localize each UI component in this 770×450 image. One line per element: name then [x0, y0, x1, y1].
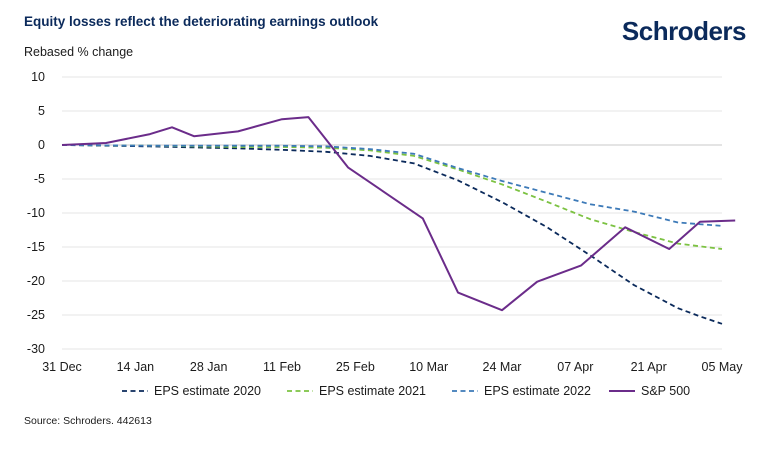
- legend: EPS estimate 2020 EPS estimate 2021 EPS es…: [122, 384, 690, 398]
- y-tick-label: 5: [38, 104, 45, 118]
- y-tick-label: -30: [27, 342, 45, 356]
- y-tick-label: -15: [27, 240, 45, 254]
- x-tick-label: 05 May: [702, 360, 744, 374]
- brand-logo: Schroders: [621, 16, 747, 46]
- series-line: [61, 116, 736, 312]
- legend-label: EPS estimate 2020: [154, 384, 261, 398]
- series-line: [61, 144, 723, 250]
- y-tick-label: -10: [27, 206, 45, 220]
- y-tick-label: 0: [38, 138, 45, 152]
- legend-label: EPS estimate 2022: [484, 384, 591, 398]
- x-tick-label: 10 Mar: [409, 360, 448, 374]
- legend-label: EPS estimate 2021: [319, 384, 426, 398]
- y-axis-label: Rebased % change: [24, 45, 134, 59]
- y-tick-label: 10: [31, 70, 45, 84]
- x-tick-label: 24 Mar: [483, 360, 522, 374]
- y-tick-labels: 10 5 0 -5 -10 -15 -20 -25 -30: [27, 70, 45, 356]
- chart-title: Equity losses reflect the deteriorating …: [24, 14, 379, 29]
- series-line: [61, 144, 723, 227]
- x-tick-label: 28 Jan: [190, 360, 228, 374]
- source-note: Source: Schroders. 442613: [24, 415, 152, 427]
- series-lines: [61, 116, 736, 325]
- x-tick-label: 25 Feb: [336, 360, 375, 374]
- x-tick-label: 07 Apr: [557, 360, 593, 374]
- x-tick-label: 31 Dec: [42, 360, 82, 374]
- y-tick-label: -20: [27, 274, 45, 288]
- y-tick-label: -5: [34, 172, 45, 186]
- grid-lines: [62, 76, 722, 350]
- x-tick-labels: 31 Dec 14 Jan 28 Jan 11 Feb 25 Feb 10 Mar 24 M…: [42, 360, 743, 374]
- x-tick-label: 21 Apr: [631, 360, 667, 374]
- x-tick-label: 14 Jan: [117, 360, 155, 374]
- y-tick-label: -25: [27, 308, 45, 322]
- x-tick-label: 11 Feb: [263, 360, 301, 374]
- legend-label: S&P 500: [641, 384, 690, 398]
- series-line: [61, 144, 723, 325]
